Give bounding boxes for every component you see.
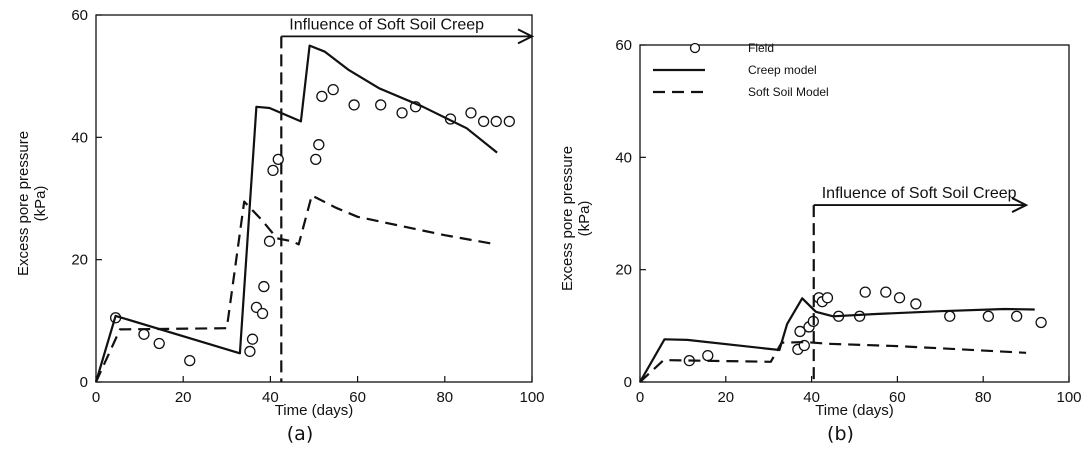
field-data-point	[327, 83, 339, 96]
legend-field-marker	[689, 42, 701, 54]
y-axis-title-line-1: Excess pore pressure	[559, 146, 576, 291]
field-data-point	[702, 349, 714, 362]
field-data-point	[272, 153, 284, 166]
x-tick-label: 20	[717, 389, 734, 406]
x-tick-label: 20	[175, 389, 192, 406]
field-data-point	[138, 328, 150, 340]
legend-entry-label: Field	[748, 41, 774, 55]
field-data-point	[316, 90, 328, 103]
legend-entry-label: Soft Soil Model	[748, 85, 829, 99]
annotation-label: Influence of Soft Soil Creep	[822, 185, 1017, 202]
creep-model-line	[639, 297, 1035, 383]
x-tick-label: 80	[975, 389, 992, 406]
field-data-point	[153, 337, 165, 350]
y-tick-label: 0	[624, 374, 632, 391]
field-data-point	[893, 292, 906, 304]
panel-label: (a)	[287, 423, 313, 445]
x-tick-label: 40	[262, 389, 279, 406]
field-data-point	[310, 153, 322, 166]
field-data-point	[465, 107, 477, 119]
y-tick-label: 40	[71, 129, 88, 146]
field-data-point	[859, 286, 871, 298]
y-axis-title-line-2: (kPa)	[32, 186, 49, 222]
field-data-point	[1035, 316, 1047, 329]
field-data-point	[880, 286, 892, 298]
field-data-point	[910, 298, 922, 310]
field-data-point	[503, 115, 515, 128]
y-axis-title-line-1: Excess pore pressure	[15, 131, 32, 276]
y-tick-label: 60	[615, 37, 632, 54]
field-data-point	[853, 310, 866, 322]
field-data-point	[267, 164, 279, 177]
y-axis-title: Excess pore pressure(kPa)	[559, 146, 593, 291]
panel-label: (b)	[827, 423, 854, 445]
field-data-point	[821, 292, 834, 304]
field-data-point	[256, 307, 269, 320]
x-tick-label: 0	[636, 389, 644, 406]
field-data-point	[490, 115, 502, 128]
field-data-point	[477, 115, 490, 128]
x-tick-label: 60	[349, 389, 366, 406]
x-axis-title: Time (days)	[275, 402, 354, 419]
field-data-point	[258, 280, 270, 293]
soft-soil-model-line	[639, 341, 1027, 383]
field-data-point	[1011, 310, 1023, 322]
x-tick-label: 60	[889, 389, 906, 406]
x-tick-label: 100	[1056, 389, 1081, 406]
annotation-arrowhead	[1011, 197, 1029, 213]
field-data-point	[794, 325, 806, 338]
plot-frame	[95, 14, 533, 383]
field-data-point	[375, 99, 387, 111]
field-data-point	[244, 345, 256, 358]
y-tick-label: 20	[615, 262, 632, 279]
creep-model-line	[94, 44, 498, 383]
x-tick-label: 40	[803, 389, 820, 406]
legend-entry-label: Creep model	[748, 63, 817, 77]
field-data-point	[246, 333, 259, 345]
y-tick-label: 20	[71, 252, 88, 269]
soft-soil-model-line	[94, 194, 493, 383]
field-data-point	[982, 310, 994, 322]
field-data-point	[313, 139, 325, 151]
y-axis-title-line-2: (kPa)	[576, 201, 593, 237]
annotation-arrowhead	[517, 28, 535, 45]
x-tick-label: 80	[436, 389, 453, 406]
plot-frame	[639, 44, 1070, 383]
annotation-label: Influence of Soft Soil Creep	[289, 16, 484, 33]
field-data-point	[396, 107, 408, 119]
y-tick-label: 0	[80, 374, 88, 391]
y-tick-label: 60	[71, 7, 88, 24]
field-data-point	[944, 310, 956, 322]
field-data-point	[348, 99, 360, 111]
x-tick-label: 100	[519, 389, 544, 406]
x-axis-title: Time (days)	[815, 402, 894, 419]
field-data-point	[263, 235, 276, 247]
y-axis-title: Excess pore pressure(kPa)	[15, 131, 49, 276]
x-tick-label: 0	[92, 389, 100, 406]
field-data-point	[184, 354, 196, 367]
y-tick-label: 40	[615, 149, 632, 166]
